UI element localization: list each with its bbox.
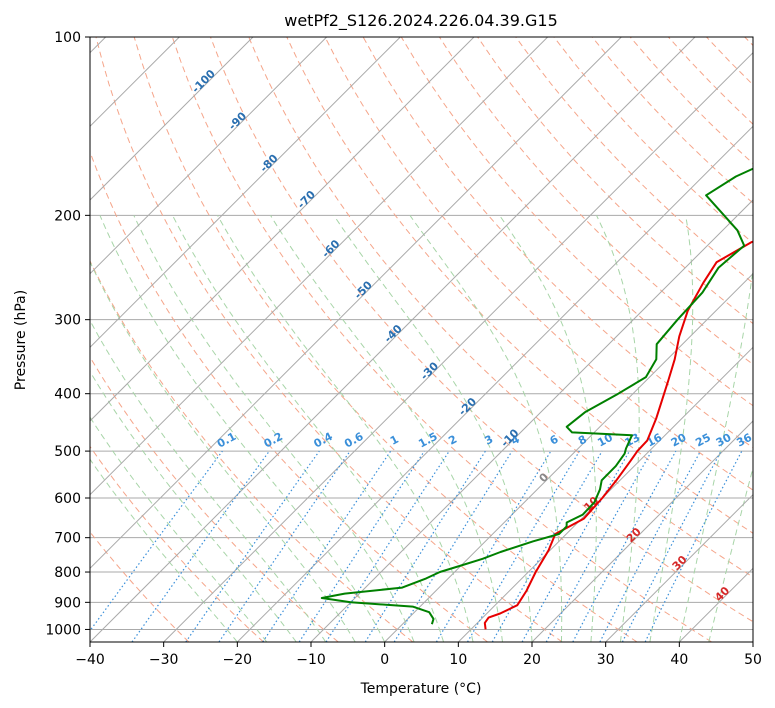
- dry-adiabat-line: [90, 356, 339, 642]
- isotherm-line: [457, 346, 753, 642]
- x-tick-label: −40: [75, 652, 105, 668]
- moist-adiabat-line: [90, 458, 238, 642]
- mixing-ratio-line: [185, 450, 320, 642]
- moist-adiabat-line: [90, 319, 327, 642]
- x-tick-label: 10: [449, 652, 467, 668]
- plot-frame: [89, 36, 754, 643]
- x-tick-label: −20: [223, 652, 253, 668]
- dry-adiabat-line: [210, 37, 753, 623]
- y-tick-label: 700: [54, 531, 81, 547]
- moist-adiabat-line: [217, 215, 474, 642]
- moist-adiabat-line: [649, 215, 694, 642]
- plot-area: 0.1 0.2 0.4 0.6 1 1.5 2 3 4 6 8 10 13 16 20 25 30 36-100-…: [90, 37, 754, 642]
- mixing-ratio-label: 20: [669, 431, 689, 450]
- mixing-ratio-line: [90, 450, 223, 632]
- isotherm-line: [90, 37, 696, 642]
- x-axis-label: Temperature (°C): [360, 681, 482, 697]
- pressure-gridlines: [90, 37, 753, 630]
- x-tick-label: 50: [744, 652, 762, 668]
- isotherm-line: [90, 37, 328, 275]
- dewpoint-profile-line: [320, 167, 753, 625]
- dry-adiabat-line: [171, 37, 712, 642]
- isotherm-line: [236, 125, 753, 642]
- moist-adiabat-line: [678, 265, 753, 642]
- isotherms: [90, 37, 753, 642]
- x-tick-label: 0: [380, 652, 389, 668]
- dry-adiabat-line: [90, 445, 264, 642]
- isotherm-line: [384, 272, 753, 642]
- y-tick-label: 500: [54, 444, 81, 460]
- y-axis-ticks: 100 200 300 400 500 600 700 800 900 1000: [45, 30, 90, 638]
- x-tick-label: 40: [670, 652, 688, 668]
- mixing-ratio-line: [393, 450, 513, 642]
- mixing-ratio-line: [545, 450, 653, 642]
- isotherm-line: [90, 37, 254, 201]
- y-tick-label: 300: [54, 313, 81, 329]
- sounding-profiles: [320, 167, 753, 630]
- dry-adiabat-line: [248, 37, 753, 578]
- y-axis-label: Pressure (hPa): [13, 290, 29, 390]
- chart-title: wetPf2_S126.2024.226.04.39.G15: [284, 11, 558, 31]
- dry-adiabat-line: [515, 37, 753, 284]
- mixing-ratio-line: [131, 450, 270, 642]
- moist-adiabat-line: [90, 370, 297, 642]
- dry-adiabat-line: [133, 37, 638, 642]
- isotherm-line: [90, 37, 475, 422]
- mixing-ratio-label: 30: [714, 431, 734, 450]
- dry-adiabat-line: [90, 259, 414, 642]
- mixing-ratio-label: 36: [734, 431, 754, 450]
- mixing-ratio-label: 10: [595, 431, 615, 450]
- x-tick-label: 20: [523, 652, 541, 668]
- x-axis-ticks: −40 −30 −20 −10 0 10 20 30 40 50: [75, 642, 762, 668]
- mixing-ratio-line: [218, 450, 351, 642]
- temperature-profile-line: [483, 240, 753, 630]
- y-tick-label: 600: [54, 491, 81, 507]
- isotherm-line: [90, 37, 622, 570]
- mixing-ratio-line: [572, 450, 677, 642]
- x-tick-label: −30: [149, 652, 179, 668]
- dry-adiabat-line: [95, 37, 563, 642]
- isotherm-line: [605, 493, 753, 642]
- mixing-ratio-line: [644, 450, 743, 642]
- moist-adiabat-line: [172, 215, 445, 642]
- y-tick-label: 900: [54, 595, 81, 611]
- isotherm-line: [90, 37, 549, 496]
- mixing-ratio-line: [298, 450, 425, 642]
- y-tick-label: 200: [54, 208, 81, 224]
- isotherm-line: [90, 37, 401, 349]
- y-tick-label: 100: [54, 30, 81, 46]
- moist-adiabat-line: [333, 215, 533, 642]
- moist-adiabat-line: [99, 215, 386, 642]
- moist-adiabat-line: [90, 260, 356, 642]
- isotherm-line: [531, 420, 753, 642]
- x-tick-label: 30: [597, 652, 615, 668]
- mixing-ratio-line: [325, 450, 450, 642]
- moist-adiabat-line: [90, 416, 268, 642]
- mixing-ratio-label: 25: [693, 431, 713, 450]
- moist-adiabat-line: [270, 215, 503, 642]
- y-tick-label: 400: [54, 387, 81, 403]
- x-tick-label: −10: [296, 652, 326, 668]
- mixing-ratio-line: [262, 450, 392, 642]
- isotherm-line: [163, 51, 753, 642]
- y-tick-label: 800: [54, 565, 81, 581]
- dry-adiabat-line: [286, 37, 753, 534]
- moist-adiabat-line: [596, 215, 640, 642]
- moist-adiabat-line: [409, 215, 563, 642]
- y-tick-label: 1000: [45, 622, 81, 638]
- isotherm-line: [310, 199, 753, 642]
